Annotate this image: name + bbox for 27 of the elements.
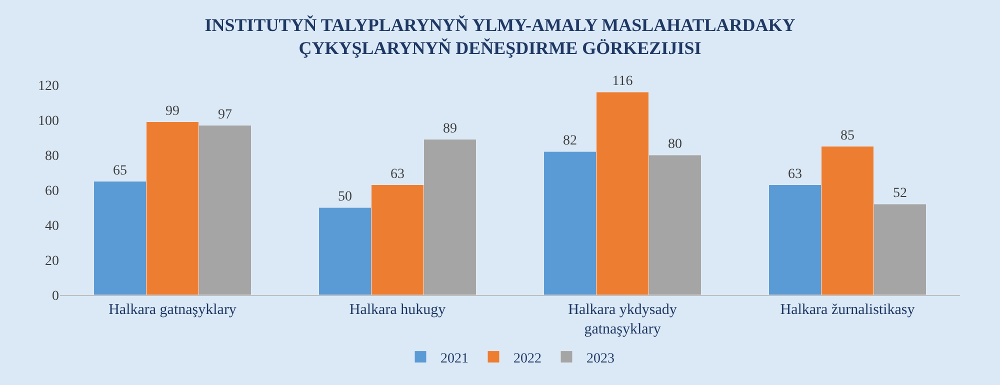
chart-title: INSTITUTYŇ TALYPLARYNYŇ YLMY-AMALY MASLAHATLARDAKY ÇYKYŞLARYNYŇ DEŇEŞDIRME GÖRKEZIJISI bbox=[204, 14, 796, 58]
data-label: 52 bbox=[893, 186, 907, 201]
legend-label: 2021 bbox=[440, 351, 468, 366]
y-tick-label: 100 bbox=[38, 114, 59, 129]
data-label: 63 bbox=[788, 166, 802, 182]
y-tick-label: 20 bbox=[45, 254, 59, 269]
legend-label: 2023 bbox=[586, 351, 614, 366]
data-label: 80 bbox=[668, 137, 682, 152]
y-tick-label: 120 bbox=[38, 78, 59, 94]
y-tick-label: 0 bbox=[52, 288, 59, 304]
data-label: 65 bbox=[113, 163, 127, 178]
x-tick-label: Halkara žurnalistikasy bbox=[780, 302, 916, 318]
data-label: 63 bbox=[390, 166, 404, 182]
data-label: 50 bbox=[338, 190, 352, 204]
data-label: 99 bbox=[166, 104, 180, 119]
data-label: 82 bbox=[563, 134, 577, 148]
data-label: 89 bbox=[443, 121, 457, 136]
data-label: 85 bbox=[840, 128, 854, 144]
y-tick-label: 40 bbox=[45, 218, 59, 234]
data-label: 97 bbox=[218, 107, 232, 122]
x-tick-label: Halkara hukugy bbox=[349, 302, 446, 318]
x-tick-label: Halkara ykdysady gatnaşyklary bbox=[568, 302, 678, 338]
legend-label: 2022 bbox=[514, 351, 542, 366]
data-label: 116 bbox=[612, 74, 633, 89]
x-tick-label: Halkara gatnaşyklary bbox=[108, 302, 237, 318]
y-tick-label: 80 bbox=[45, 148, 59, 164]
y-tick-label: 60 bbox=[45, 184, 59, 199]
